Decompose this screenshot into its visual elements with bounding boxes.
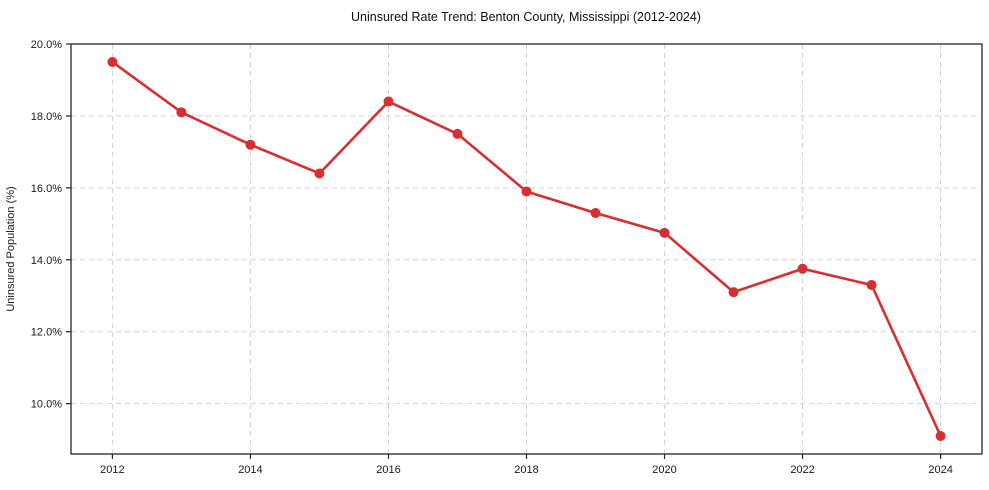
data-point-2022 xyxy=(797,263,808,274)
y-axis-label: Uninsured Population (%) xyxy=(5,186,17,311)
data-point-2024 xyxy=(935,431,946,442)
x-tick-label: 2014 xyxy=(238,464,262,476)
data-point-2019 xyxy=(590,208,601,219)
plot-border xyxy=(70,43,983,455)
data-point-2013 xyxy=(176,107,187,118)
x-tick-label: 2024 xyxy=(928,464,952,476)
x-tick-label: 2018 xyxy=(514,464,538,476)
x-tick-label: 2012 xyxy=(100,464,124,476)
data-point-2023 xyxy=(866,279,877,290)
x-tick-label: 2020 xyxy=(652,464,676,476)
data-point-2018 xyxy=(521,186,532,197)
data-point-2020 xyxy=(659,227,670,238)
data-point-2021 xyxy=(728,287,739,298)
y-tick-label: 10.0% xyxy=(31,399,62,411)
data-point-2012 xyxy=(107,56,118,67)
tick-label-layer: 10.0% 12.0% 14.0% 16.0% 18.0% 20.0% 2012 2014 20… xyxy=(31,39,953,476)
y-tick-label: 18.0% xyxy=(31,111,62,123)
data-point-2014 xyxy=(245,139,256,150)
line-series xyxy=(107,56,946,442)
data-point-2015 xyxy=(314,168,325,179)
y-tick-label: 20.0% xyxy=(31,39,62,51)
y-tick-label: 12.0% xyxy=(31,327,62,339)
data-point-2017 xyxy=(452,128,463,139)
tick-layer xyxy=(66,43,942,459)
grid-layer xyxy=(71,43,982,454)
x-tick-label: 2016 xyxy=(376,464,400,476)
x-tick-label: 2022 xyxy=(790,464,814,476)
data-point-2016 xyxy=(383,96,394,107)
y-tick-label: 14.0% xyxy=(31,255,62,267)
chart-title: Uninsured Rate Trend: Benton County, Mis… xyxy=(351,10,701,24)
y-tick-label: 16.0% xyxy=(31,183,62,195)
